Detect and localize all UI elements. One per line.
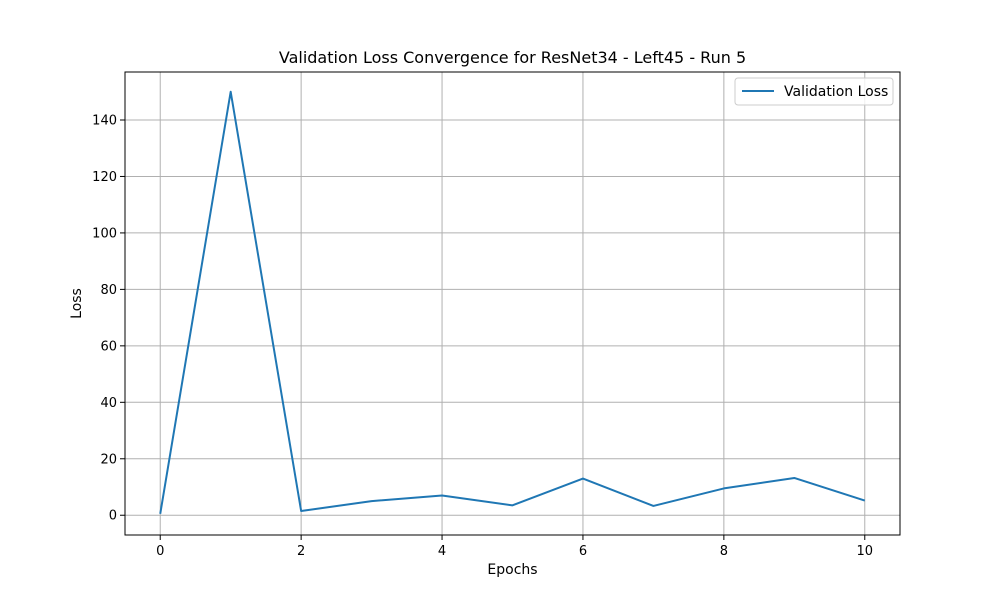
legend: Validation Loss: [734, 77, 894, 106]
y-tick-label: 120: [92, 170, 117, 185]
y-tick-label: 20: [100, 452, 117, 467]
grid-lines: [125, 72, 900, 535]
y-tick-label: 40: [100, 396, 117, 411]
y-tick-label: 80: [100, 283, 117, 298]
y-axis-title: Loss: [69, 288, 85, 319]
x-tick-label: 2: [297, 544, 305, 559]
y-tick-label: 60: [100, 339, 117, 354]
x-tick-label: 10: [856, 544, 873, 559]
chart-title: Validation Loss Convergence for ResNet34…: [279, 48, 746, 67]
y-tick-label: 100: [92, 226, 117, 241]
y-tick-label: 0: [109, 509, 117, 524]
plot-area-frame: [124, 71, 901, 536]
x-tick-label: 4: [438, 544, 446, 559]
legend-box: [734, 77, 894, 106]
x-tick-label: 6: [579, 544, 587, 559]
legend-label: Validation Loss: [784, 84, 888, 100]
series-line: [159, 90, 866, 514]
x-tick-label: 8: [720, 544, 728, 559]
series-layer: [159, 90, 866, 514]
y-tick-label: 140: [92, 113, 117, 128]
x-axis-title: Epochs: [487, 562, 537, 578]
x-tick-label: 0: [156, 544, 164, 559]
